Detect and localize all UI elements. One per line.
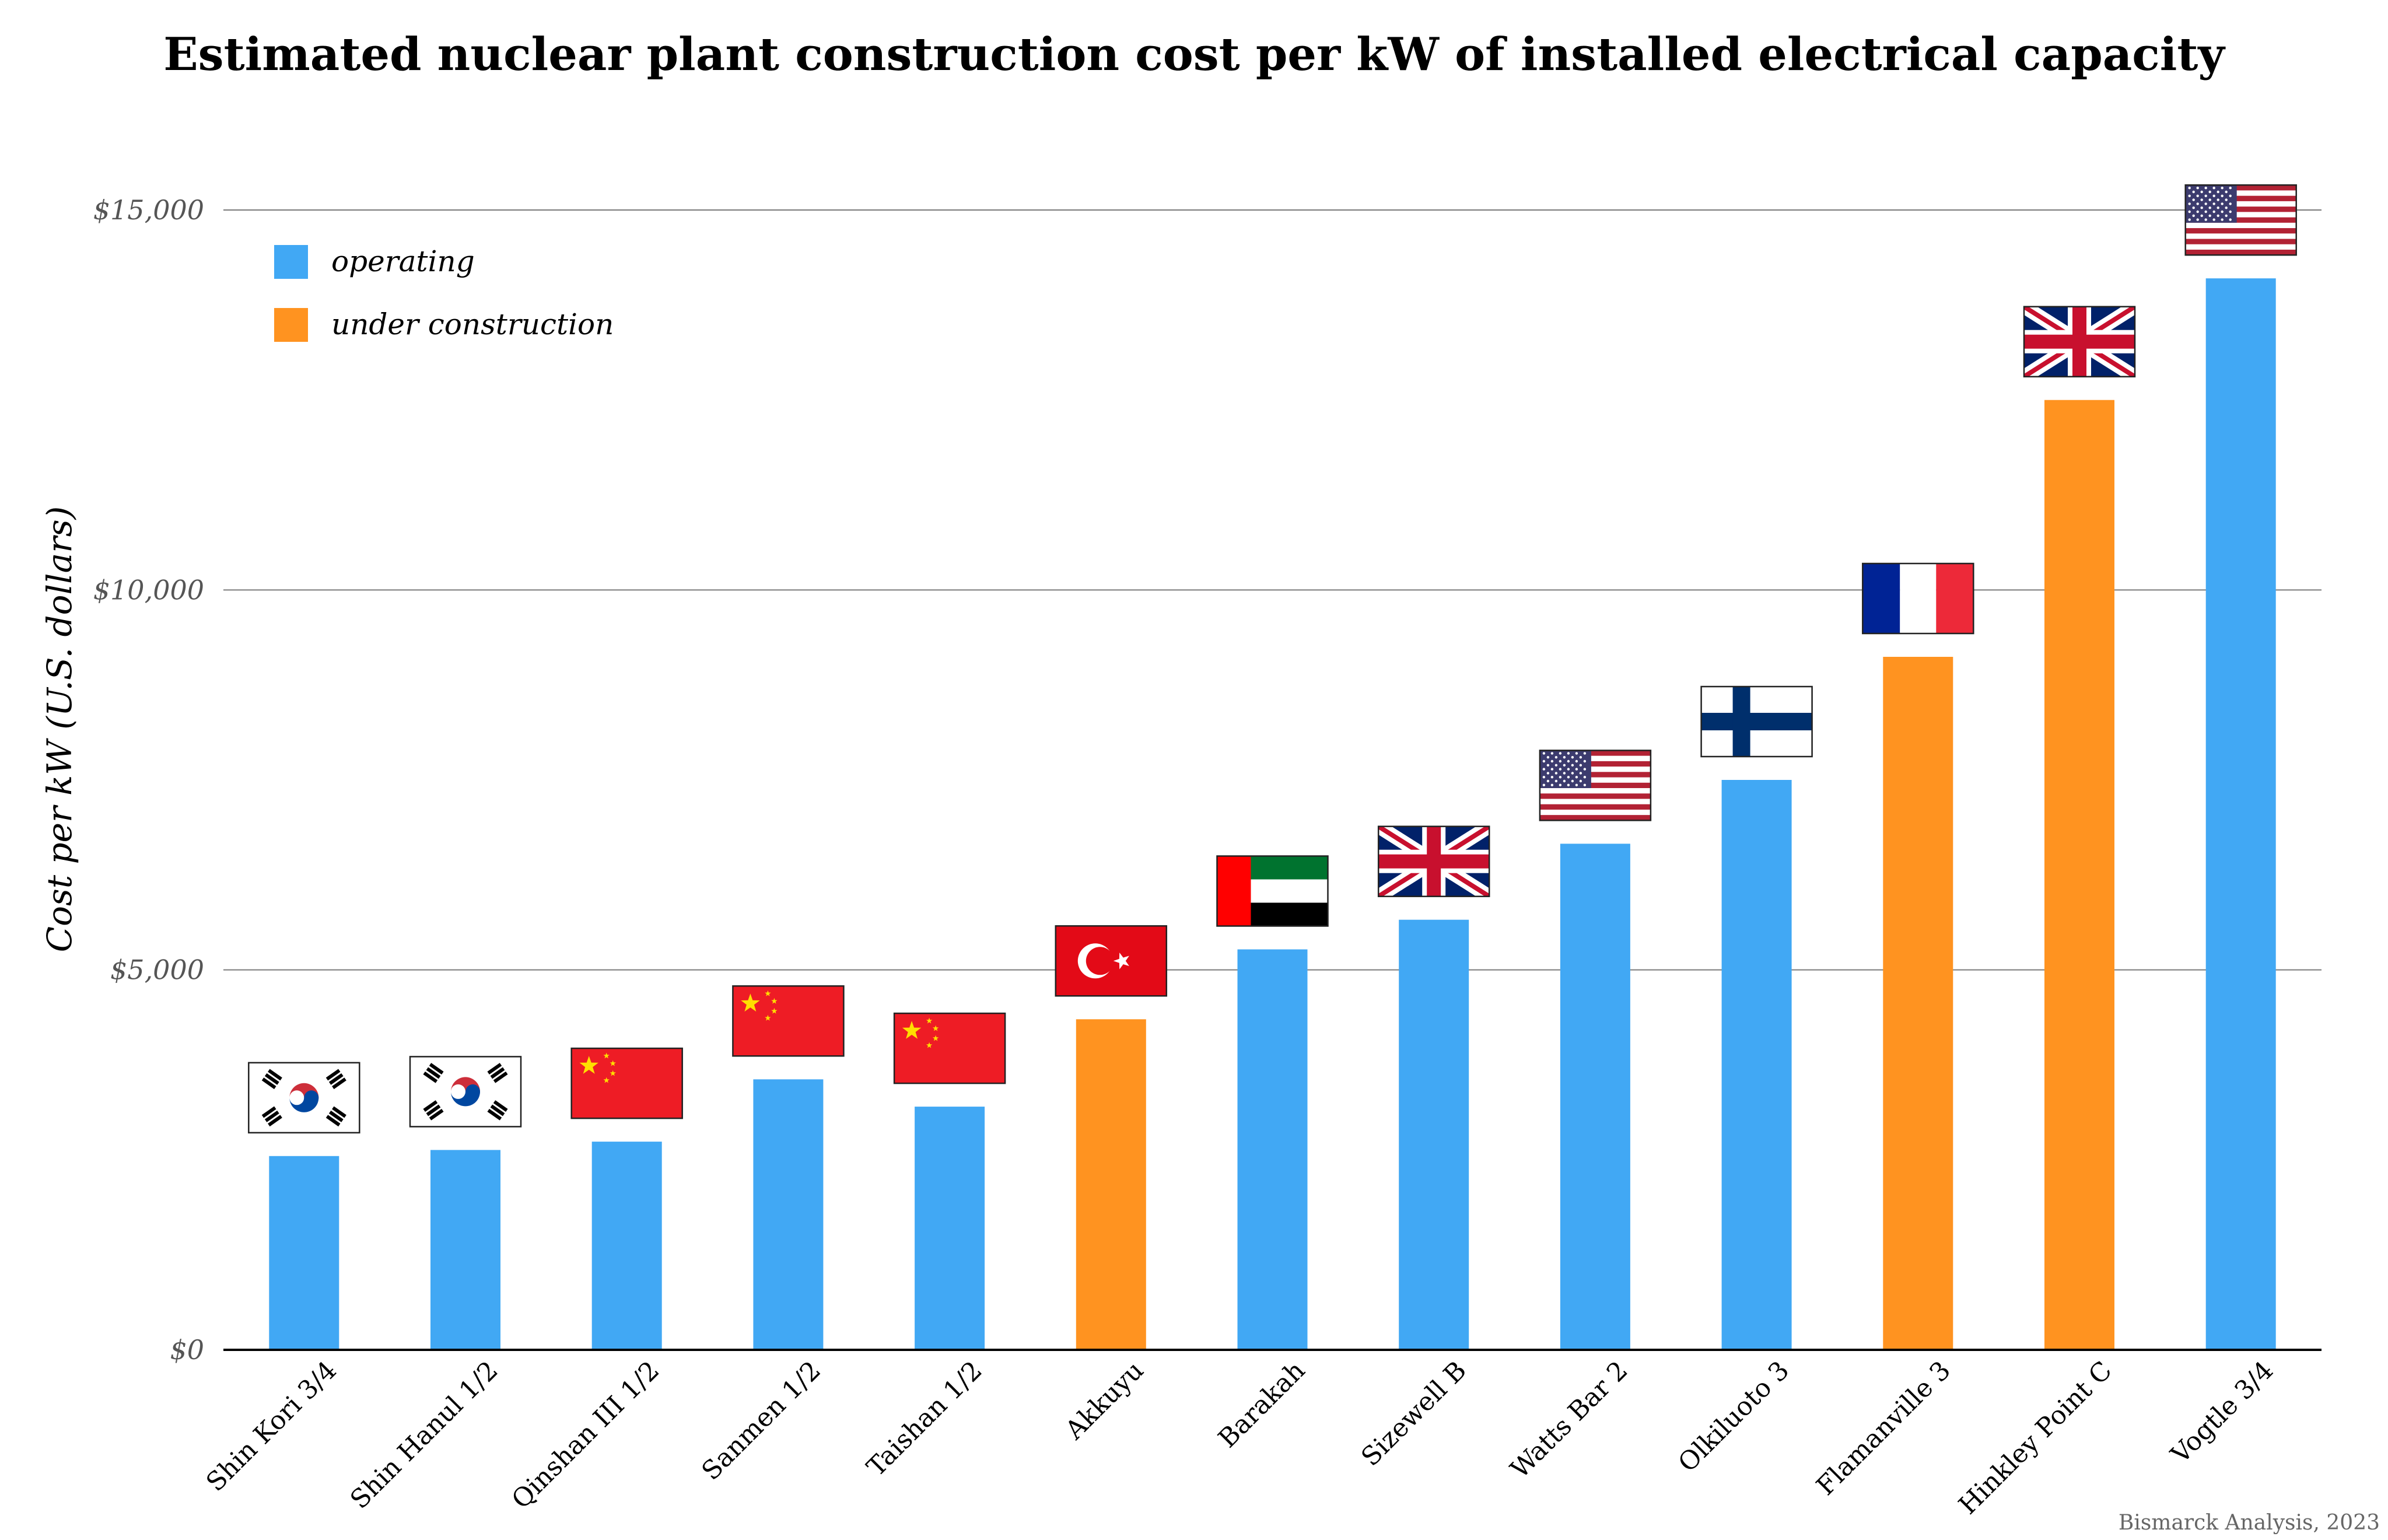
legend-swatch-operating: [274, 245, 308, 279]
x-tick-label: Hinkley Point C: [1953, 1356, 2117, 1520]
x-tick-label: Shin Kori 3/4: [201, 1356, 342, 1497]
bar-watts-bar-2: [1560, 844, 1630, 1350]
y-tick-label: $15,000: [93, 194, 204, 226]
china-flag-icon: [732, 985, 845, 1057]
china-flag-icon: [893, 1012, 1006, 1084]
south-korea-flag-icon: [409, 1056, 522, 1128]
bar-vogtle-3-4: [2205, 278, 2276, 1350]
bars: [269, 278, 2276, 1350]
finland-flag-icon: [1700, 685, 1813, 758]
bar-sanmen-1-2: [753, 1079, 824, 1350]
y-axis-label: Cost per kW (U.S. dollars): [40, 506, 79, 953]
bar-qinshan-iii-1-2: [591, 1142, 662, 1350]
x-tick-label: Shin Hanul 1/2: [345, 1356, 504, 1515]
x-tick-label: Olkiluoto 3: [1672, 1356, 1795, 1478]
bar-barakah: [1237, 949, 1308, 1350]
x-tick-label: Flamanville 3: [1811, 1356, 1956, 1502]
bar-olkiluoto-3: [1721, 780, 1792, 1350]
x-tick-label: Akkuyu: [1059, 1356, 1150, 1446]
x-tick-label: Sanmen 1/2: [696, 1356, 827, 1486]
legend-swatch-under-construction: [274, 308, 308, 342]
usa-flag-icon: [2184, 184, 2297, 256]
bar-shin-hanul-1-2: [430, 1150, 500, 1350]
x-tick-label: Barakah: [1213, 1356, 1311, 1454]
bar-akkuyu: [1076, 1019, 1146, 1350]
x-tick-label: Qinshan III 1/2: [506, 1356, 666, 1515]
legend-label-operating: operating: [331, 244, 475, 278]
bar-hinkley-point-c: [2044, 400, 2114, 1350]
uk-flag-icon: [1377, 825, 1490, 897]
credit-text: Bismarck Analysis, 2023: [2119, 1511, 2380, 1535]
legend-label-under-construction: under construction: [331, 307, 614, 341]
x-tick-label: Sizewell B: [1356, 1356, 1472, 1472]
x-tick-label: Watts Bar 2: [1505, 1356, 1634, 1485]
bar-flamanville-3: [1883, 657, 1953, 1350]
legend: operating under construction: [274, 244, 614, 342]
y-tick-label: $10,000: [93, 574, 204, 606]
south-korea-flag-icon: [248, 1062, 360, 1134]
y-axis-ticks: $0 $5,000 $10,000 $15,000: [93, 194, 204, 1366]
uk-flag-icon: [2023, 306, 2136, 377]
turkey-flag-icon: [1055, 925, 1168, 997]
y-tick-label: $0: [170, 1334, 204, 1366]
x-axis-ticks: Shin Kori 3/4 Shin Hanul 1/2 Qinshan III 1…: [201, 1356, 2280, 1520]
bar-taishan-1-2: [915, 1107, 985, 1350]
flags: [248, 184, 2297, 1134]
bar-shin-kori-3-4: [269, 1156, 339, 1350]
france-flag-icon: [1862, 562, 1974, 635]
uae-flag-icon: [1216, 855, 1329, 927]
x-tick-label: Vogtle 3/4: [2165, 1356, 2280, 1470]
chart-title: Estimated nuclear plant construction cos…: [163, 28, 2226, 81]
usa-flag-icon: [1539, 750, 1652, 821]
y-tick-label: $5,000: [110, 954, 204, 986]
bar-sizewell-b: [1399, 919, 1469, 1350]
x-tick-label: Taishan 1/2: [861, 1356, 988, 1482]
china-flag-icon: [570, 1047, 683, 1119]
